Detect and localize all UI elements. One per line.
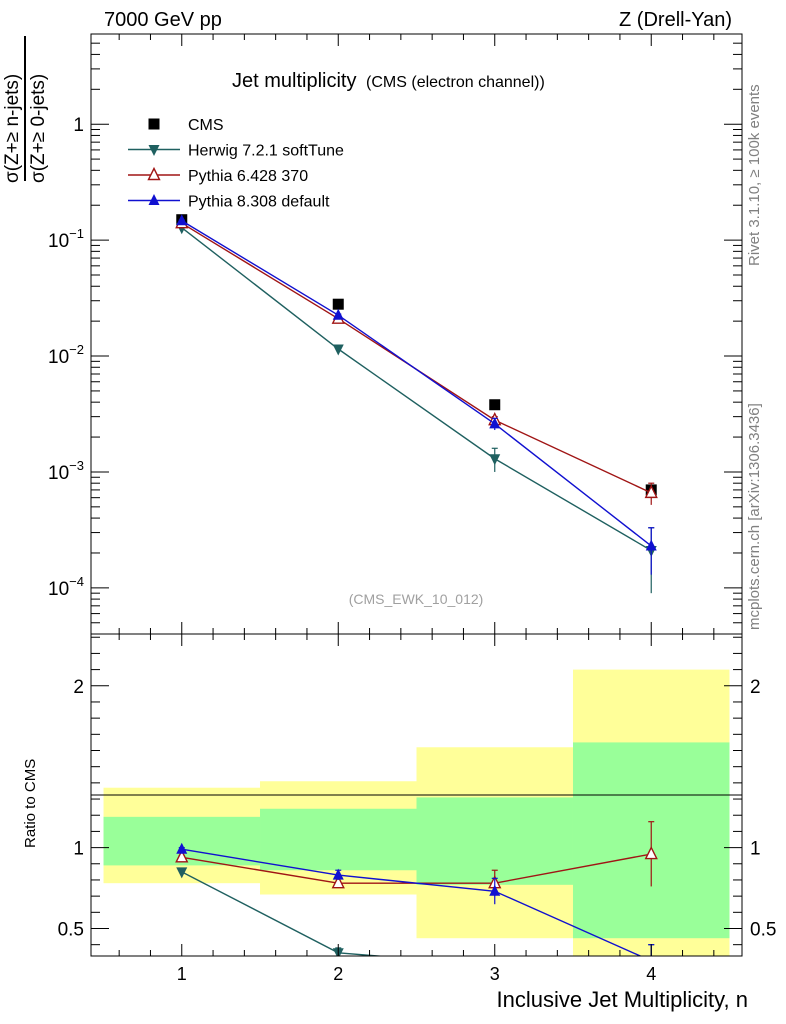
ratio-y-tick-label-right-0.5: 0.5 [750,919,776,940]
y-tick-label-base: 10 [48,231,69,252]
point-herwig-7-2-1-softtune-2 [332,344,344,356]
band-stat-2 [260,808,417,871]
ratio-point-pythia-6-428-370-2 [331,875,345,889]
legend: CMS Herwig 7.2.1 softTune Pythia 6.428 370… [128,117,344,211]
source-label: mcplots.cern.ch [arXiv:1306.3436] [746,403,763,630]
y-tick-label-exponent: −3 [69,458,84,473]
point-pythia-8-308-default-3 [489,417,501,429]
legend-marker-pythia-8-308-default [148,194,160,205]
chart-title: Jet multiplicity (CMS (electron channel)… [232,70,545,92]
legend-marker-cms [148,118,160,130]
y-tick-label-base: 10 [48,463,69,484]
y-tick-label-4: 10−3 [48,458,84,484]
y-tick-label-exponent: −4 [69,574,84,589]
y-tick-label-2: 10−1 [48,226,84,252]
y-tick-label-1: 1 [73,115,84,136]
ratio-y-tick-label-right-1: 1 [750,839,761,860]
line-pythia-8-308-default [181,220,652,547]
legend-marker-herwig-7-2-1-softtune [148,145,160,156]
x-tick-label-2: 2 [333,964,343,984]
legend-marker-pythia-6-428-370 [147,166,161,181]
point-pythia-8-308-default-2 [332,308,344,320]
legend-label-cms: CMS [188,117,224,134]
header-left: 7000 GeV pp [104,9,222,31]
point-pythia-8-308-default-4 [645,539,657,551]
ratio-point-pythia-8-308-default-2 [332,868,344,880]
ratio-point-pythia-8-308-default-3 [489,884,501,896]
ratio-y-tick-label-right-2: 2 [750,677,761,698]
y-tick-label-base: 1 [73,115,84,136]
point-pythia-8-308-default-1 [176,214,188,226]
ratio-y-tick-label-1: 1 [73,839,84,860]
watermark: (CMS_EWK_10_012) [349,591,484,607]
x-tick-label-4: 4 [646,964,656,984]
ratio-uncertainty-bands [103,669,730,956]
ratio-frame [90,633,743,957]
ratio-point-herwig-7-2-1-softtune-1 [176,867,188,879]
y-tick-label-exponent: −1 [69,226,84,241]
legend-label-herwig-7-2-1-softtune: Herwig 7.2.1 softTune [188,143,344,160]
x-axis-label: Inclusive Jet Multiplicity, n [497,987,748,1012]
y-tick-label-5: 10−4 [48,574,84,600]
x-tick-label-3: 3 [490,964,500,984]
x-tick-label-1: 1 [177,964,187,984]
ratio-line-herwig-7-2-1-softtune [181,871,386,956]
y-axis-label-denominator: σ(Z+≥ 0-jets) [28,73,49,183]
legend-label-pythia-6-428-370: Pythia 6.428 370 [188,168,308,185]
y-tick-label-3: 10−2 [48,342,84,368]
rivet-version-label: Rivet 3.1.10, ≥ 100k events [746,84,763,266]
y-axis-fraction-bar [24,36,26,181]
ratio-line-pythia-8-308-default [181,848,643,956]
chart-title-sub: (CMS (electron channel)) [366,74,545,91]
ratio-point-pythia-6-428-370-4 [644,845,658,860]
y-tick-label-base: 10 [48,347,69,368]
ratio-point-pythia-6-428-370-1 [175,849,189,863]
point-cms-3 [489,399,501,411]
header-right: Z (Drell-Yan) [619,9,732,31]
y-tick-label-exponent: −2 [69,342,84,357]
point-cms-2 [332,298,344,310]
point-pythia-6-428-370-4 [644,484,658,499]
legend-label-pythia-8-308-default: Pythia 8.308 default [188,194,330,211]
chart-title-main: Jet multiplicity [232,70,356,92]
ratio-y-tick-label-0.5: 0.5 [58,919,84,940]
main-series-group [175,214,658,594]
ratio-y-axis-label: Ratio to CMS [22,758,39,848]
y-tick-label-base: 10 [48,579,69,600]
line-herwig-7-2-1-softtune [181,227,652,552]
point-herwig-7-2-1-softtune-3 [489,454,501,466]
ratio-y-tick-label-2: 2 [73,677,84,698]
ratio-point-pythia-8-308-default-1 [176,842,188,854]
y-axis-label-numerator: σ(Z+≥ n-jets) [2,73,23,183]
